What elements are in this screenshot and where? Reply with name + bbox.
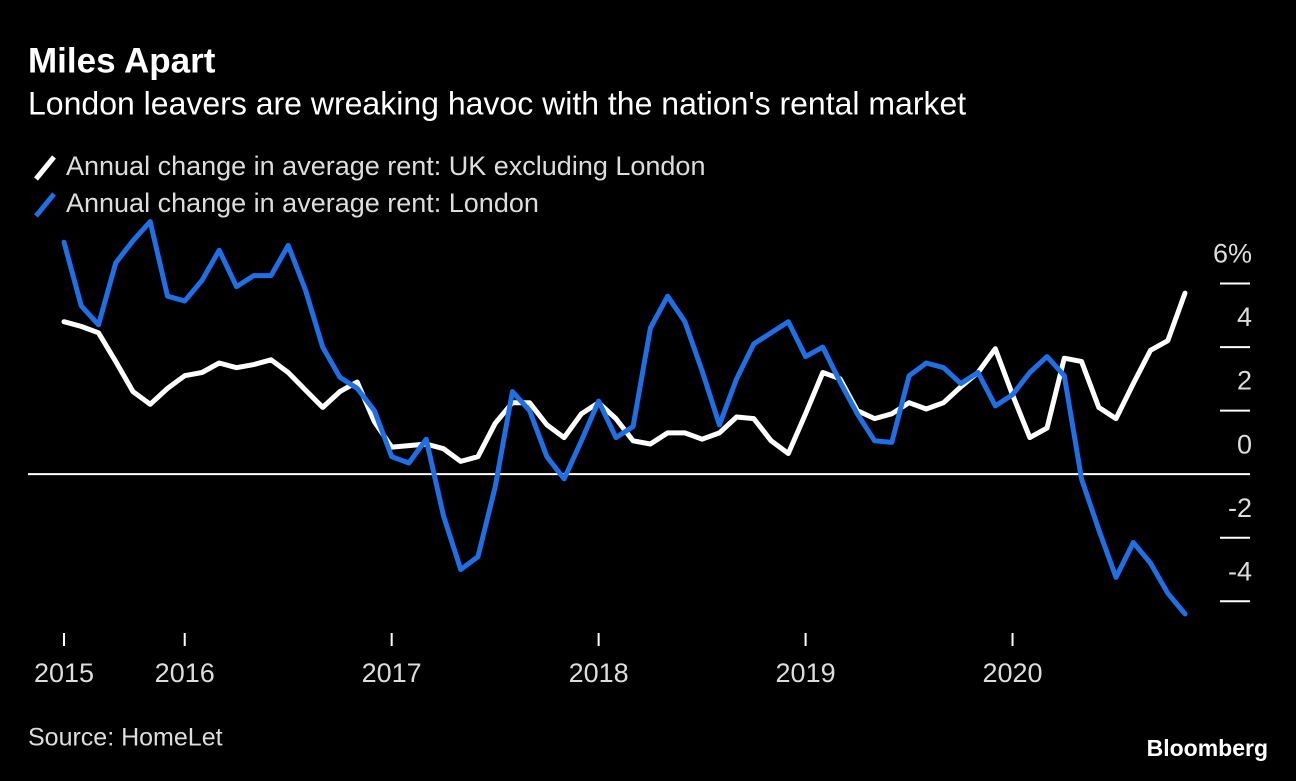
brand: Bloomberg	[1147, 735, 1268, 761]
legend-swatch	[34, 155, 56, 181]
legend-label: Annual change in average rent: UK exclud…	[66, 151, 705, 181]
y-tick-label: 2	[1237, 366, 1252, 396]
legend-swatch	[34, 192, 56, 218]
y-tick-label: -2	[1228, 493, 1252, 523]
source: Source: HomeLet	[28, 724, 223, 752]
y-tick-label: 0	[1237, 429, 1252, 459]
x-tick-label: 2019	[776, 658, 836, 688]
legend-label: Annual change in average rent: London	[66, 188, 539, 218]
y-tick-label: 4	[1237, 302, 1252, 332]
series-line	[61, 219, 1188, 617]
x-tick-label: 2017	[362, 658, 422, 688]
chart-subtitle: London leavers are wreaking havoc with t…	[28, 85, 966, 121]
x-tick-label: 2015	[34, 658, 94, 688]
y-tick-label: -4	[1228, 556, 1252, 586]
chart-title: Miles Apart	[28, 41, 216, 80]
x-tick-label: 2016	[155, 658, 215, 688]
y-tick-label: 6%	[1213, 239, 1252, 269]
x-tick-label: 2018	[569, 658, 629, 688]
x-tick-label: 2020	[982, 658, 1042, 688]
